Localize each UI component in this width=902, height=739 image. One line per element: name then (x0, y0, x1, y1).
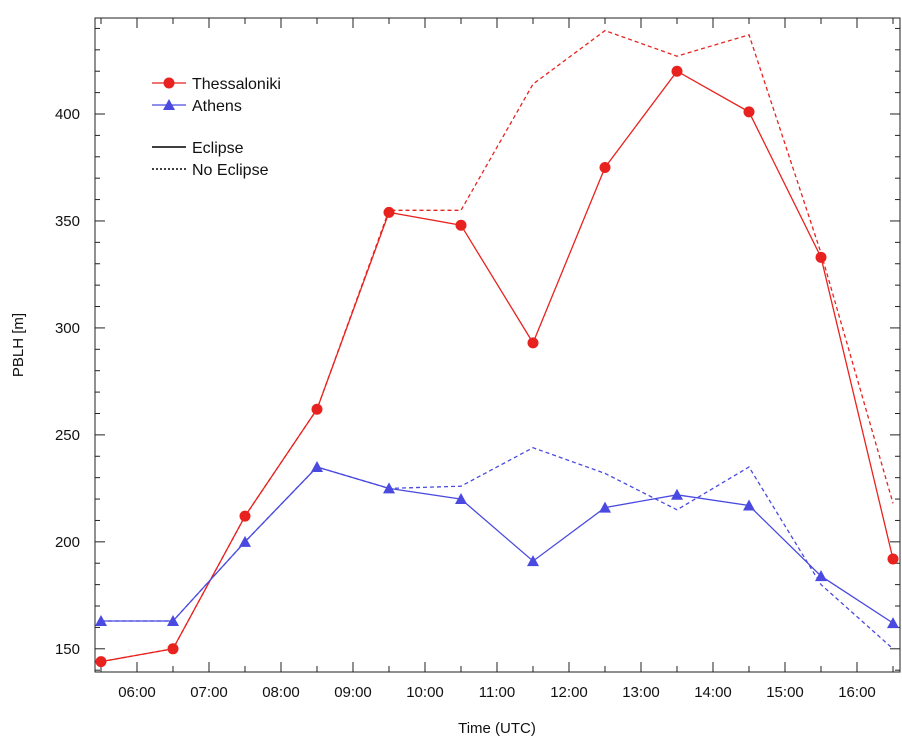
y-tick-labels: 150 200 250 300 350 400 (55, 106, 80, 658)
x-tick-label: 13:00 (622, 684, 660, 701)
x-tick-label: 14:00 (694, 684, 732, 701)
point-thessaloniki-eclipse (743, 106, 755, 118)
series-layer (95, 29, 899, 668)
point-athens-eclipse (527, 555, 539, 567)
point-athens-eclipse (671, 488, 683, 500)
axis-ticks (95, 18, 900, 672)
legend: Thessaloniki Athens Eclipse No Eclipse (152, 76, 281, 179)
y-tick-label: 300 (55, 320, 80, 337)
point-thessaloniki-eclipse (95, 656, 107, 668)
legend-athens-marker (163, 99, 175, 110)
x-axis-title: Time (UTC) (458, 720, 536, 737)
point-thessaloniki-eclipse (167, 643, 179, 655)
point-thessaloniki-eclipse (527, 337, 539, 349)
point-thessaloniki-eclipse (311, 403, 323, 415)
point-athens-eclipse (455, 493, 467, 505)
series-line-athens-no-eclipse (101, 446, 894, 650)
point-athens-eclipse (383, 482, 395, 494)
point-athens-eclipse (311, 460, 323, 472)
point-athens-eclipse (167, 614, 179, 626)
point-thessaloniki-eclipse (455, 219, 467, 231)
x-tick-label: 09:00 (334, 684, 372, 701)
x-tick-label: 08:00 (262, 684, 300, 701)
point-thessaloniki-eclipse (815, 251, 827, 263)
point-thessaloniki-eclipse (599, 161, 611, 173)
legend-athens-label: Athens (192, 98, 242, 115)
series-line-thessaloniki-eclipse (100, 70, 894, 663)
x-tick-label: 07:00 (190, 684, 228, 701)
point-thessaloniki-eclipse (239, 510, 251, 522)
x-tick-label: 06:00 (118, 684, 156, 701)
x-tick-label: 15:00 (766, 684, 804, 701)
y-axis-title: PBLH [m] (10, 313, 27, 377)
y-tick-label: 150 (55, 641, 80, 658)
y-tick-label: 200 (55, 534, 80, 551)
point-thessaloniki-eclipse (671, 65, 683, 77)
point-athens-eclipse (239, 535, 251, 547)
legend-thessaloniki-marker (163, 77, 175, 89)
point-athens-eclipse (887, 617, 899, 629)
point-athens-eclipse (815, 570, 827, 582)
legend-eclipse-label: Eclipse (192, 140, 244, 157)
x-tick-label: 11:00 (479, 684, 515, 701)
x-tick-labels: 06:00 07:00 08:00 09:00 10:00 11:00 12:00 13:00… (118, 684, 876, 701)
y-tick-label: 350 (55, 213, 80, 230)
legend-thessaloniki-label: Thessaloniki (192, 76, 281, 93)
point-athens-eclipse (95, 614, 107, 626)
series-line-athens-eclipse (101, 466, 894, 624)
y-tick-label: 400 (55, 106, 80, 123)
y-tick-label: 250 (55, 427, 80, 444)
point-thessaloniki-eclipse (887, 553, 899, 565)
point-athens-eclipse (743, 499, 755, 511)
x-tick-label: 12:00 (550, 684, 588, 701)
point-athens-eclipse (599, 501, 611, 513)
legend-no-eclipse-label: No Eclipse (192, 162, 269, 179)
x-tick-label: 16:00 (838, 684, 876, 701)
series-line-thessaloniki-no-eclipse (100, 29, 894, 663)
point-thessaloniki-eclipse (383, 206, 395, 218)
x-tick-label: 10:00 (406, 684, 444, 701)
